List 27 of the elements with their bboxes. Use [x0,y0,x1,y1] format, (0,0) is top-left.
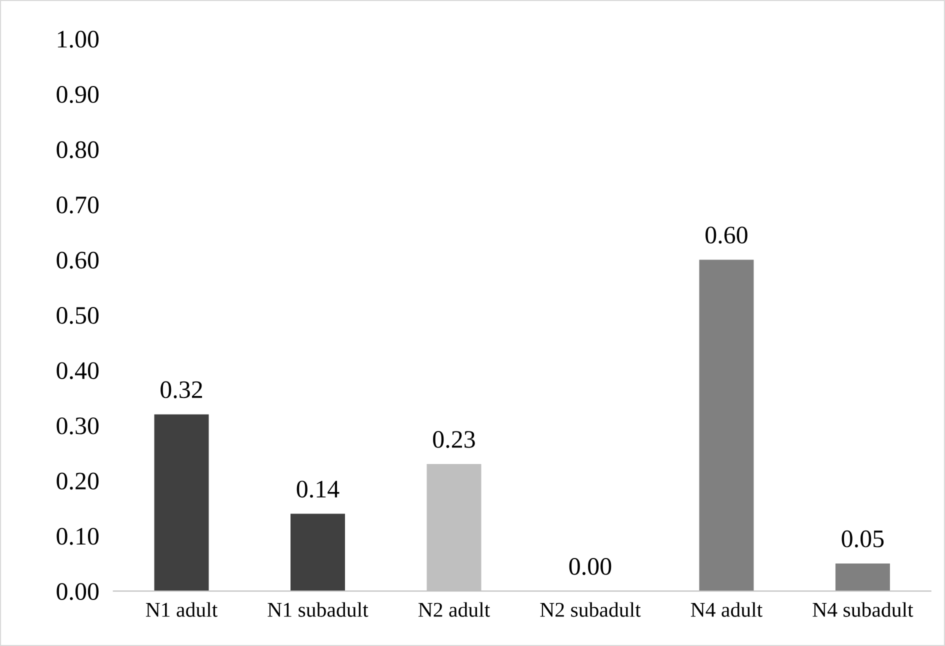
data-label: 0.32 [160,381,202,398]
data-label: 0.00 [569,558,612,576]
bar [835,563,890,592]
x-tick-label: N4 subadult [812,602,914,617]
data-label: 0.23 [433,430,475,448]
data-label: 0.05 [842,530,884,548]
y-tick-label: 0.80 [56,141,99,158]
bar [154,414,209,592]
y-tick-label: 1.00 [58,30,99,48]
y-tick-label: 0.10 [56,528,99,545]
y-tick-label: 0.40 [56,362,99,380]
y-tick-label: 0.00 [56,583,99,600]
bar [290,514,346,592]
x-tick-label: N4 adult [690,602,763,617]
x-tick-label: N2 subadult [540,602,641,617]
y-tick-label: 0.50 [56,306,99,324]
x-tick-label: N2 adult [418,602,490,617]
y-tick-label: 0.60 [56,252,99,269]
data-label: 0.60 [706,226,748,244]
bar [699,260,754,592]
x-tick-label: N1 subadult [268,602,368,617]
data-label: 0.14 [296,480,340,498]
y-tick-label: 0.90 [56,86,99,104]
y-tick-label: 0.20 [56,472,99,490]
y-tick-label: 0.30 [56,417,99,434]
y-tick-label: 0.70 [56,196,99,214]
x-tick-label: N1 adult [146,602,218,617]
